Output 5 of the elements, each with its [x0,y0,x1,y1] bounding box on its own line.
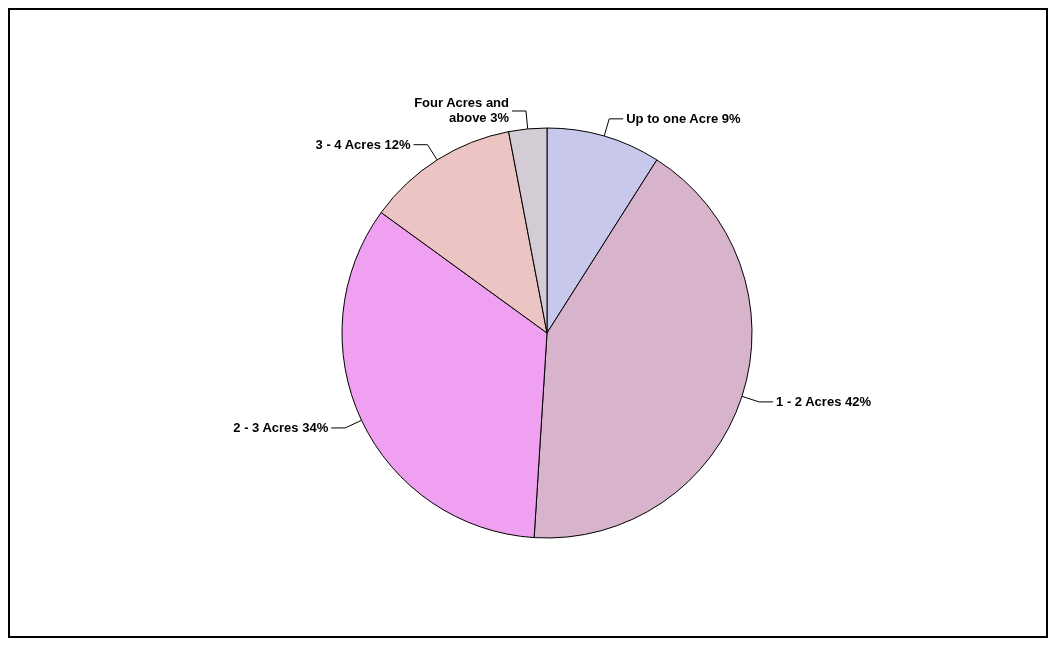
slice-label: Four Acres and above 3% [414,95,510,126]
slice-label: Up to one Acre 9% [626,110,742,126]
slice-label: 2 - 3 Acres 34% [233,419,329,435]
slice-label: 1 - 2 Acres 42% [776,393,872,409]
slice-label: 3 - 4 Acres 12% [315,136,411,152]
